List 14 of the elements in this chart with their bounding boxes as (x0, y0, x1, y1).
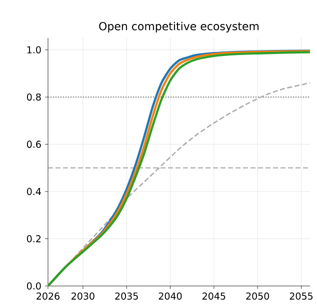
y-tick-label: 1.0 (27, 46, 41, 54)
y-tick-label: 0.2 (26, 235, 41, 242)
chart-title: Open competitive ecosystem (99, 22, 259, 32)
x-tick-label: 2035 (115, 292, 138, 300)
x-tick-label: 2055 (290, 292, 313, 300)
y-tick-label: 0.4 (26, 188, 41, 196)
x-tick-label: 2045 (202, 292, 226, 300)
x-tick-label: 2050 (246, 292, 270, 300)
x-tick-label: 2030 (72, 292, 94, 300)
y-tick-label: 0.6 (26, 140, 41, 148)
x-tick-label: 2040 (158, 292, 182, 300)
y-tick-label: 0.8 (26, 93, 41, 101)
x-tick-label: 2026 (36, 292, 60, 300)
y-tick-label: 0.0 (26, 282, 41, 290)
